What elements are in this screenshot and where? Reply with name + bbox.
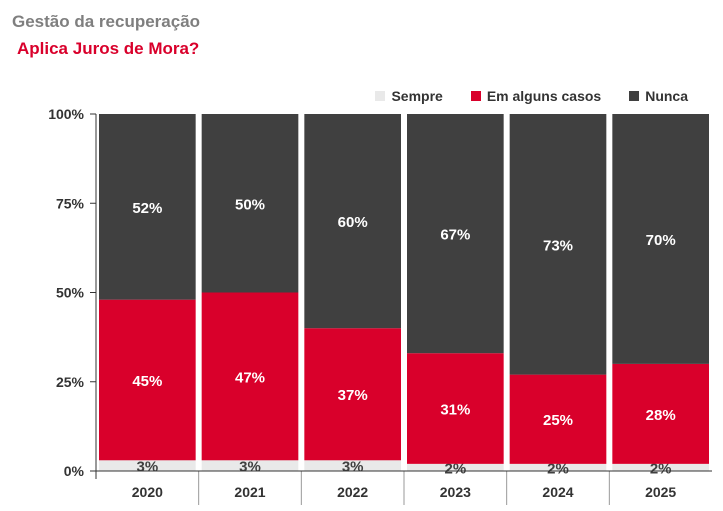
- data-label: 50%: [235, 196, 265, 213]
- bar-segment: [304, 328, 401, 461]
- x-tick-label: 2022: [337, 484, 368, 500]
- legend-item-em-alguns-casos: Em alguns casos: [470, 88, 602, 104]
- y-tick-label: 0%: [64, 463, 85, 479]
- bar-segment: [509, 114, 607, 375]
- data-label: 25%: [543, 412, 573, 429]
- bar-segment: [612, 114, 709, 364]
- legend-label-nunca: Nunca: [645, 88, 688, 104]
- bar-segment: [99, 460, 196, 471]
- data-label: 2%: [444, 460, 466, 477]
- data-label: 67%: [440, 227, 470, 244]
- data-label: 3%: [239, 459, 261, 476]
- data-label: 70%: [646, 232, 676, 249]
- chart-subtitle: Aplica Juros de Mora?: [17, 39, 200, 58]
- data-label: 2%: [650, 460, 672, 477]
- data-label: 31%: [440, 402, 470, 419]
- x-tick-label: 2020: [132, 484, 163, 500]
- data-label: 37%: [338, 387, 368, 404]
- legend-item-sempre: Sempre: [375, 88, 443, 104]
- x-tick-label: 2025: [645, 484, 676, 500]
- bar-segment: [99, 299, 196, 461]
- bar-segment: [407, 353, 504, 464]
- data-label: 47%: [235, 369, 265, 386]
- bar-segment: [612, 463, 709, 471]
- y-tick-label: 50%: [56, 285, 85, 301]
- x-tick-label: 2023: [440, 484, 471, 500]
- data-label: 52%: [132, 200, 162, 217]
- data-label: 28%: [646, 407, 676, 424]
- legend-swatch-sempre: [375, 91, 386, 101]
- data-label: 3%: [342, 459, 364, 476]
- bar-segment: [509, 463, 607, 471]
- bar-segment: [407, 114, 504, 354]
- y-tick-label: 75%: [56, 195, 85, 211]
- data-label: 2%: [547, 460, 569, 477]
- bar-segment: [201, 460, 299, 471]
- legend-label-sempre: Sempre: [391, 88, 443, 104]
- bar-segment: [304, 114, 401, 329]
- y-tick-label: 100%: [48, 106, 84, 122]
- legend: Sempre Em alguns casos Nunca: [375, 88, 688, 104]
- data-label: 45%: [132, 373, 162, 390]
- legend-swatch-nunca: [629, 91, 640, 101]
- x-tick-label: 2024: [542, 484, 573, 500]
- bar-segment: [304, 460, 401, 471]
- bar-segment: [509, 374, 607, 464]
- data-label: 60%: [338, 214, 368, 231]
- bar-segment: [407, 463, 504, 471]
- y-tick-label: 25%: [56, 374, 85, 390]
- data-label: 73%: [543, 237, 573, 254]
- legend-label-em-alguns-casos: Em alguns casos: [486, 88, 602, 104]
- bar-segment: [612, 363, 709, 464]
- bar-segment: [99, 114, 196, 300]
- bar-segment: [201, 114, 299, 293]
- data-label: 3%: [136, 459, 158, 476]
- chart-title: Gestão da recuperação: [12, 12, 201, 31]
- x-tick-label: 2021: [234, 484, 265, 500]
- bar-segment: [201, 292, 299, 461]
- legend-item-nunca: Nunca: [629, 88, 688, 104]
- legend-swatch-em-alguns-casos: [470, 91, 481, 101]
